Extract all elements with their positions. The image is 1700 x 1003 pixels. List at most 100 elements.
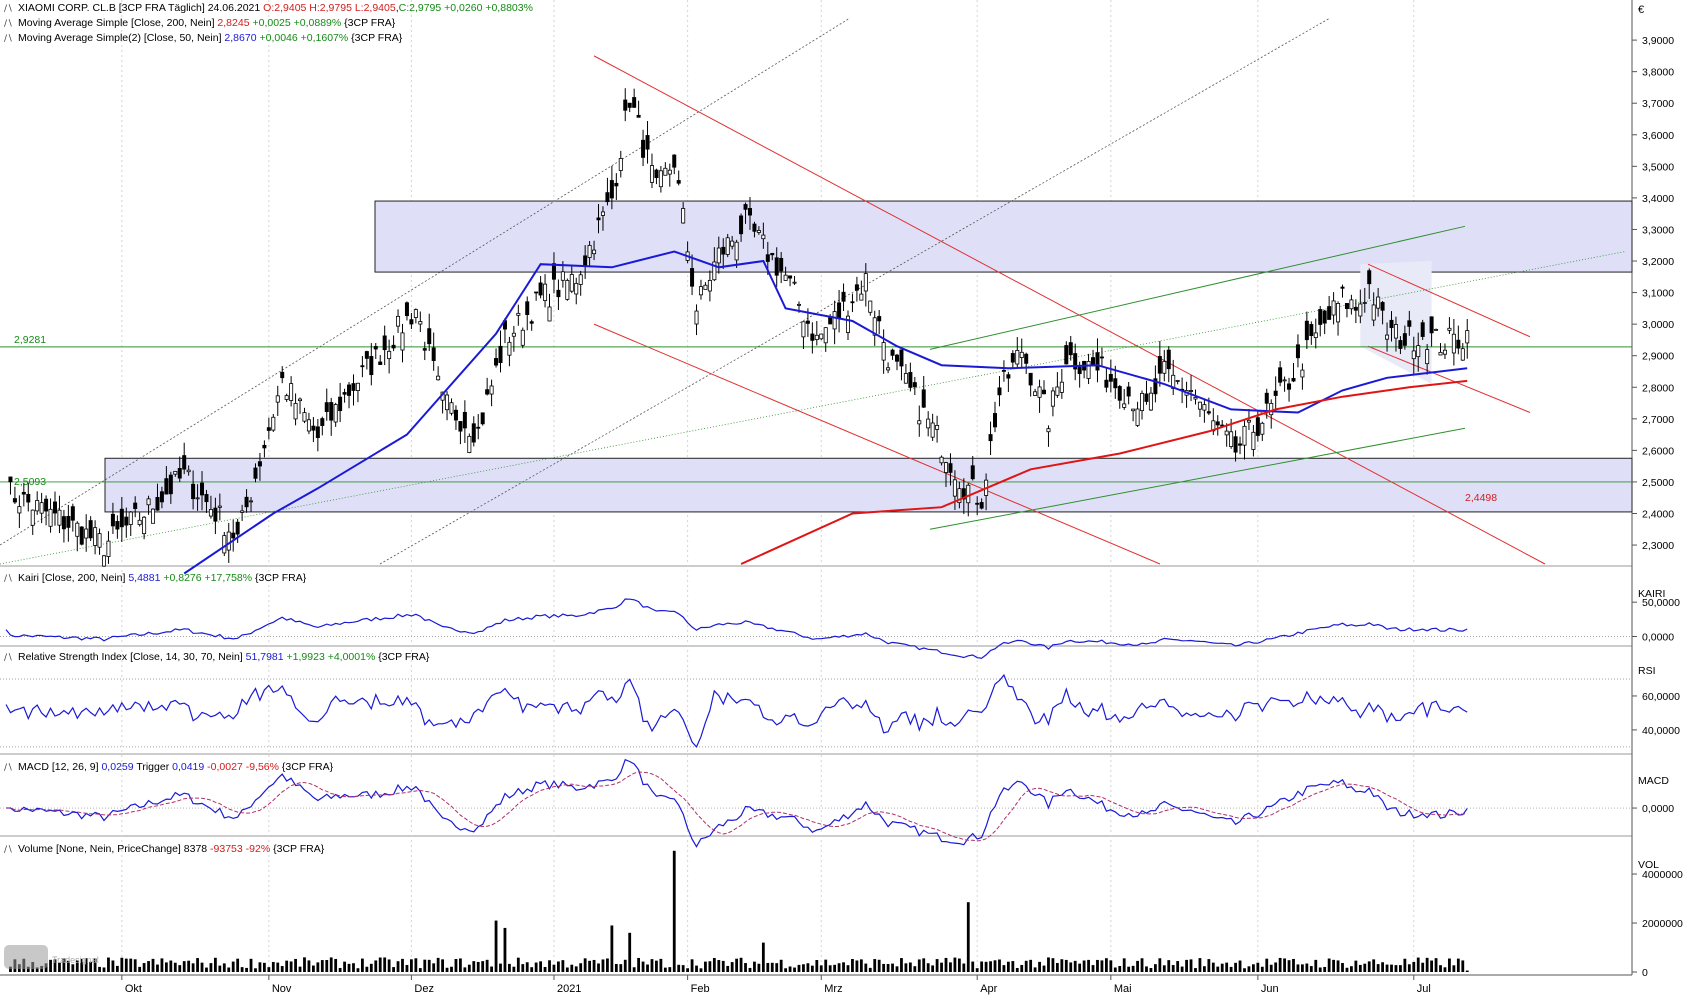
candle-up xyxy=(569,274,574,292)
volume-bar xyxy=(1301,964,1304,972)
sma50-source: {3CP FRA} xyxy=(351,32,403,44)
candle-up xyxy=(1197,401,1202,410)
candle-down xyxy=(1380,302,1385,311)
volume-bar xyxy=(873,959,877,972)
volume-bar xyxy=(298,966,302,972)
volume-bar xyxy=(650,959,654,972)
candle-down xyxy=(213,507,218,522)
volume-bar xyxy=(1283,958,1286,972)
volume-bar xyxy=(115,965,119,972)
volume-bar xyxy=(178,965,182,972)
volume-bar xyxy=(837,963,841,972)
candle-down xyxy=(609,180,614,199)
volume-bar xyxy=(1176,961,1180,972)
volume-bar xyxy=(1153,964,1157,972)
macd-legend: ∕∖ MACD [12, 26, 9] 0,0259 Trigger 0,0419… xyxy=(4,761,333,775)
candle-up xyxy=(1416,345,1421,358)
candle-up xyxy=(249,500,254,503)
lower-dotted-trendline xyxy=(379,17,1331,565)
volume-bar xyxy=(1376,964,1380,972)
volume-bar xyxy=(66,960,70,972)
volume-bar xyxy=(280,966,284,972)
volume-tick-label: 2000000 xyxy=(1642,918,1683,930)
candle-up xyxy=(792,281,797,284)
candle-down xyxy=(21,491,26,495)
volume-bar xyxy=(75,960,79,972)
candle-up xyxy=(293,403,298,420)
candle-down xyxy=(1024,353,1029,364)
candle-down xyxy=(462,411,467,429)
volume-bar xyxy=(543,967,547,972)
volume-bar xyxy=(231,961,235,972)
candle-up xyxy=(935,424,940,430)
candle-up xyxy=(543,283,548,301)
volume-bar xyxy=(9,966,12,972)
volume-bar xyxy=(1407,964,1411,972)
volume-bar xyxy=(1082,960,1086,972)
volume-bar xyxy=(227,967,231,972)
volume-bar xyxy=(1185,959,1188,972)
candle-down xyxy=(672,154,677,168)
candle-up xyxy=(489,385,494,395)
volume-bar xyxy=(1350,966,1353,972)
candle-up xyxy=(520,329,525,346)
candle-down xyxy=(115,521,120,530)
volume-bar xyxy=(659,958,663,972)
candle-down xyxy=(596,217,601,221)
volume-bar xyxy=(485,959,489,972)
volume-bar xyxy=(824,959,828,972)
volume-bar xyxy=(708,961,712,972)
volume-bar xyxy=(980,961,984,972)
volume-bar xyxy=(142,963,146,972)
volume-bar xyxy=(1252,964,1255,972)
candle-down xyxy=(26,493,31,503)
candle-down xyxy=(235,521,240,535)
volume-bar xyxy=(1278,957,1282,972)
volume-bar xyxy=(770,962,774,972)
candle-up xyxy=(939,456,944,464)
volume-bar xyxy=(846,965,850,972)
volume-bar xyxy=(815,960,819,972)
candle-up xyxy=(1148,392,1153,411)
macd-unit: MACD xyxy=(1638,775,1669,787)
candle-up xyxy=(881,342,886,361)
candle-up xyxy=(761,234,766,240)
volume-bar xyxy=(311,965,315,972)
instrument-ohlc: O:2,9405 H:2,9795 L:2,9405 xyxy=(263,2,396,14)
price-tick-label: 3,2000 xyxy=(1642,256,1674,268)
volume-bar xyxy=(614,963,618,972)
candle-down xyxy=(311,425,316,431)
month-label: Dez xyxy=(414,983,434,995)
volume-bar xyxy=(463,967,467,972)
candle-up xyxy=(930,422,935,438)
volume-bar xyxy=(1309,966,1313,972)
sma200-value: 2,8245 xyxy=(217,17,250,29)
price-tick-label: 3,9000 xyxy=(1642,35,1674,47)
volume-bar xyxy=(806,963,810,972)
candle-down xyxy=(1064,345,1069,365)
candle-up xyxy=(449,402,454,414)
volume-bar xyxy=(1136,960,1139,972)
volume-bar xyxy=(173,962,177,972)
macd-tick-label: 0,0000 xyxy=(1642,803,1674,815)
volume-bar xyxy=(681,965,685,972)
candle-down xyxy=(494,358,499,366)
candle-up xyxy=(240,510,245,513)
chart-line-icon: ∕∖ xyxy=(4,653,13,663)
volume-bar xyxy=(797,964,801,972)
volume-bar xyxy=(1448,958,1451,972)
volume-bar xyxy=(71,964,75,972)
resistance-zone xyxy=(374,200,1633,273)
macd-trigger-line xyxy=(6,771,1468,842)
candle-up xyxy=(106,540,111,557)
candle-up xyxy=(1033,391,1038,396)
volume-bar xyxy=(1403,958,1407,972)
candle-up xyxy=(84,528,89,539)
rsi-unit: RSI xyxy=(1638,665,1656,677)
candle-down xyxy=(1073,353,1078,370)
candle-up xyxy=(1349,299,1354,310)
candle-up xyxy=(1336,303,1341,323)
candle-up xyxy=(306,419,311,432)
macd-line xyxy=(6,758,1468,848)
